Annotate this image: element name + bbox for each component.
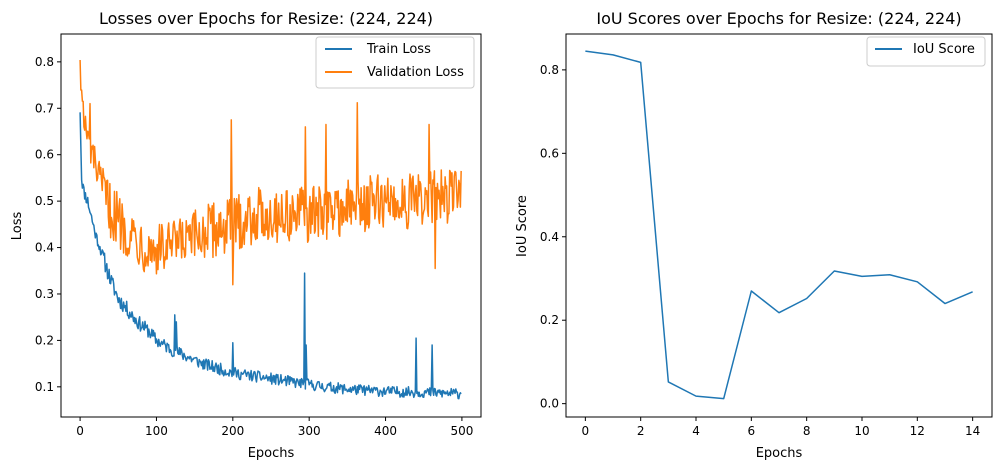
validation-loss-line — [79, 59, 462, 286]
x-tick-label: 10 — [854, 424, 869, 438]
train-loss-line — [79, 112, 462, 400]
iou-chart-title: IoU Scores over Epochs for Resize: (224,… — [596, 9, 961, 28]
iou-legend: IoU Score — [866, 36, 986, 67]
iou-score-line — [585, 50, 973, 400]
x-tick-label: 200 — [221, 424, 244, 438]
legend-iou-score-label: IoU Score — [913, 42, 975, 57]
x-tick-label: 2 — [637, 424, 645, 438]
y-tick-label: 0.6 — [540, 146, 559, 160]
loss-chart: Losses over Epochs for Resize: (224, 224… — [10, 9, 482, 461]
iou-y-axis-label: IoU Score — [515, 195, 530, 257]
x-tick-label: 100 — [145, 424, 168, 438]
x-tick-label: 4 — [692, 424, 700, 438]
y-tick-label: 0.4 — [35, 241, 54, 255]
loss-x-ticks: 0 100 200 300 400 500 — [76, 417, 473, 438]
y-tick-label: 0.1 — [35, 380, 54, 394]
loss-y-ticks: 0.1 0.2 0.3 0.4 0.5 0.6 0.7 0.8 — [35, 55, 61, 394]
y-tick-label: 0.4 — [540, 230, 559, 244]
x-tick-label: 14 — [965, 424, 980, 438]
y-tick-label: 0.5 — [35, 194, 54, 208]
legend-train-loss-label: Train Loss — [366, 42, 431, 57]
y-tick-label: 0.3 — [35, 287, 54, 301]
iou-x-axis-label: Epochs — [756, 446, 803, 461]
y-tick-label: 0.8 — [540, 63, 559, 77]
y-tick-label: 0.2 — [540, 313, 559, 327]
y-tick-label: 0.8 — [35, 55, 54, 69]
x-tick-label: 6 — [748, 424, 756, 438]
x-tick-label: 8 — [803, 424, 811, 438]
iou-chart: IoU Scores over Epochs for Resize: (224,… — [515, 9, 993, 461]
x-tick-label: 400 — [374, 424, 397, 438]
x-tick-label: 500 — [450, 424, 473, 438]
iou-x-ticks: 0 2 4 6 8 10 12 14 — [582, 417, 980, 438]
x-tick-label: 0 — [76, 424, 84, 438]
loss-plot-frame — [60, 33, 482, 418]
loss-legend: Train Loss Validation Loss — [315, 36, 475, 89]
y-tick-label: 0.7 — [35, 101, 54, 115]
x-tick-label: 12 — [910, 424, 925, 438]
iou-y-ticks: 0.0 0.2 0.4 0.6 0.8 — [540, 63, 566, 411]
loss-chart-title: Losses over Epochs for Resize: (224, 224… — [99, 9, 433, 28]
y-tick-label: 0.0 — [540, 397, 559, 411]
iou-series-lines — [585, 50, 973, 400]
loss-y-axis-label: Loss — [10, 212, 25, 241]
y-tick-label: 0.6 — [35, 148, 54, 162]
x-tick-label: 0 — [582, 424, 590, 438]
loss-series-lines — [79, 59, 462, 400]
loss-x-axis-label: Epochs — [248, 446, 295, 461]
legend-validation-loss-label: Validation Loss — [367, 65, 464, 80]
iou-legend-box — [866, 36, 986, 67]
loss-legend-box — [315, 36, 475, 89]
y-tick-label: 0.2 — [35, 333, 54, 347]
iou-plot-frame — [565, 33, 993, 418]
x-tick-label: 300 — [298, 424, 321, 438]
